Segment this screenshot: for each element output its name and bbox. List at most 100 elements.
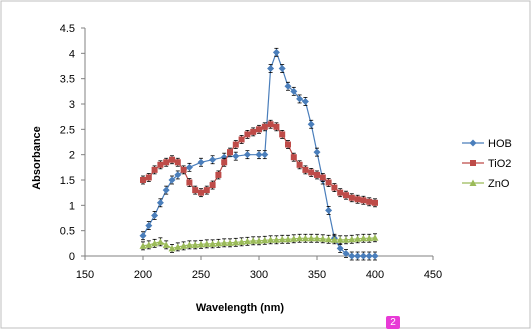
data-point-zno xyxy=(365,234,373,242)
data-point-tio2 xyxy=(302,166,309,173)
x-tick-label: 200 xyxy=(134,269,152,281)
series-hob xyxy=(139,47,379,261)
x-tick-label: 300 xyxy=(250,269,268,281)
data-point-hob xyxy=(336,244,344,252)
data-point-tio2 xyxy=(273,123,280,130)
data-point-tio2 xyxy=(285,141,291,148)
data-point-zno xyxy=(290,235,298,242)
data-point-tio2 xyxy=(314,171,320,178)
data-point-zno xyxy=(226,239,234,246)
legend-item-tio2: TiO2 xyxy=(462,158,511,170)
data-point-hob xyxy=(307,120,315,128)
legend-marker xyxy=(469,139,477,147)
data-point-hob xyxy=(267,65,275,73)
data-point-hob xyxy=(278,65,286,73)
data-point-zno xyxy=(267,236,275,243)
data-point-zno xyxy=(307,234,315,242)
legend-label: HOB xyxy=(488,138,512,150)
data-point-tio2 xyxy=(140,177,146,183)
data-point-tio2 xyxy=(290,154,297,161)
data-point-zno xyxy=(197,240,205,248)
x-tick-label: 150 xyxy=(76,269,94,281)
y-tick-label: 3.5 xyxy=(60,74,75,86)
x-tick-label: 400 xyxy=(366,269,384,281)
data-point-tio2 xyxy=(343,192,349,199)
data-point-tio2 xyxy=(198,189,204,196)
data-point-zno xyxy=(272,236,280,243)
data-point-hob xyxy=(168,176,176,184)
data-point-hob xyxy=(255,151,263,159)
data-point-tio2 xyxy=(296,161,303,168)
y-tick-label: 3 xyxy=(69,99,75,111)
data-point-tio2 xyxy=(244,131,251,138)
data-point-hob xyxy=(296,95,304,103)
data-point-zno xyxy=(203,240,211,247)
data-point-zno xyxy=(371,234,379,241)
data-point-tio2 xyxy=(145,174,152,181)
y-tick-label: 1 xyxy=(69,200,75,212)
data-point-hob xyxy=(243,151,251,159)
data-point-tio2 xyxy=(354,196,361,203)
data-point-tio2 xyxy=(186,179,193,186)
x-tick-label: 250 xyxy=(192,269,210,281)
y-tick-label: 4 xyxy=(69,48,75,60)
data-point-hob xyxy=(272,48,280,56)
data-point-zno xyxy=(214,239,222,247)
data-point-hob xyxy=(156,199,164,207)
y-tick-label: 0 xyxy=(69,251,75,263)
data-point-hob xyxy=(209,156,217,164)
data-point-zno xyxy=(243,237,251,245)
data-point-hob xyxy=(145,222,153,230)
data-point-zno xyxy=(319,235,327,242)
x-tick-label: 350 xyxy=(308,269,326,281)
series-line-hob xyxy=(142,50,375,257)
y-axis-ticks: 0 0.5 1 1.5 2 2.5 3 3.5 4 4.5 xyxy=(60,23,85,263)
data-point-hob xyxy=(261,151,269,159)
data-point-zno xyxy=(348,235,356,243)
data-point-hob xyxy=(139,232,147,240)
data-point-hob xyxy=(151,211,159,219)
data-point-tio2 xyxy=(331,184,338,191)
data-point-tio2 xyxy=(180,166,187,173)
x-axis-ticks: 150 200 250 300 350 400 450 xyxy=(76,256,442,281)
legend-label: TiO2 xyxy=(488,158,511,170)
data-point-tio2 xyxy=(203,187,210,194)
data-point-tio2 xyxy=(174,159,181,166)
data-point-hob xyxy=(290,87,298,95)
data-point-tio2 xyxy=(169,156,175,163)
legend-item-zno: ZnO xyxy=(462,178,510,190)
data-point-tio2 xyxy=(256,126,262,133)
y-tick-label: 1.5 xyxy=(60,175,75,187)
data-point-zno xyxy=(301,234,309,242)
data-point-hob xyxy=(359,252,367,260)
y-tick-label: 4.5 xyxy=(60,23,75,35)
data-point-zno xyxy=(162,241,170,248)
data-point-zno xyxy=(261,236,269,244)
y-axis-title: Absorbance xyxy=(31,126,43,190)
data-point-zno xyxy=(151,239,159,247)
data-point-tio2 xyxy=(366,198,373,205)
data-point-hob xyxy=(185,163,193,171)
data-point-zno xyxy=(278,235,286,243)
series-zno xyxy=(139,233,379,253)
data-point-tio2 xyxy=(221,159,228,166)
data-point-hob xyxy=(313,148,321,156)
data-point-tio2 xyxy=(192,187,199,194)
data-point-hob xyxy=(348,252,356,260)
data-point-zno xyxy=(209,240,217,247)
data-point-tio2 xyxy=(215,171,222,178)
data-point-hob xyxy=(342,249,350,257)
data-point-zno xyxy=(359,234,367,242)
legend-item-hob: HOB xyxy=(462,138,512,150)
data-point-zno xyxy=(139,242,147,249)
data-point-hob xyxy=(325,206,333,214)
y-tick-label: 0.5 xyxy=(60,226,75,238)
data-point-zno xyxy=(330,236,338,243)
x-axis-title: Wavelength (nm) xyxy=(196,302,285,314)
data-point-zno xyxy=(325,235,333,243)
data-point-tio2 xyxy=(250,128,257,135)
data-point-zno xyxy=(296,234,304,242)
data-point-tio2 xyxy=(238,136,245,143)
data-point-zno xyxy=(354,235,362,242)
